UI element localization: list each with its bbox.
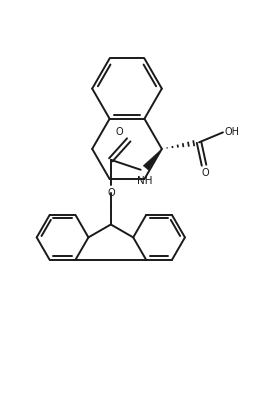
Polygon shape [143, 149, 162, 170]
Text: O: O [201, 168, 209, 178]
Text: OH: OH [225, 127, 240, 137]
Text: O: O [115, 127, 123, 137]
Text: O: O [107, 188, 115, 198]
Text: NH: NH [137, 176, 152, 186]
